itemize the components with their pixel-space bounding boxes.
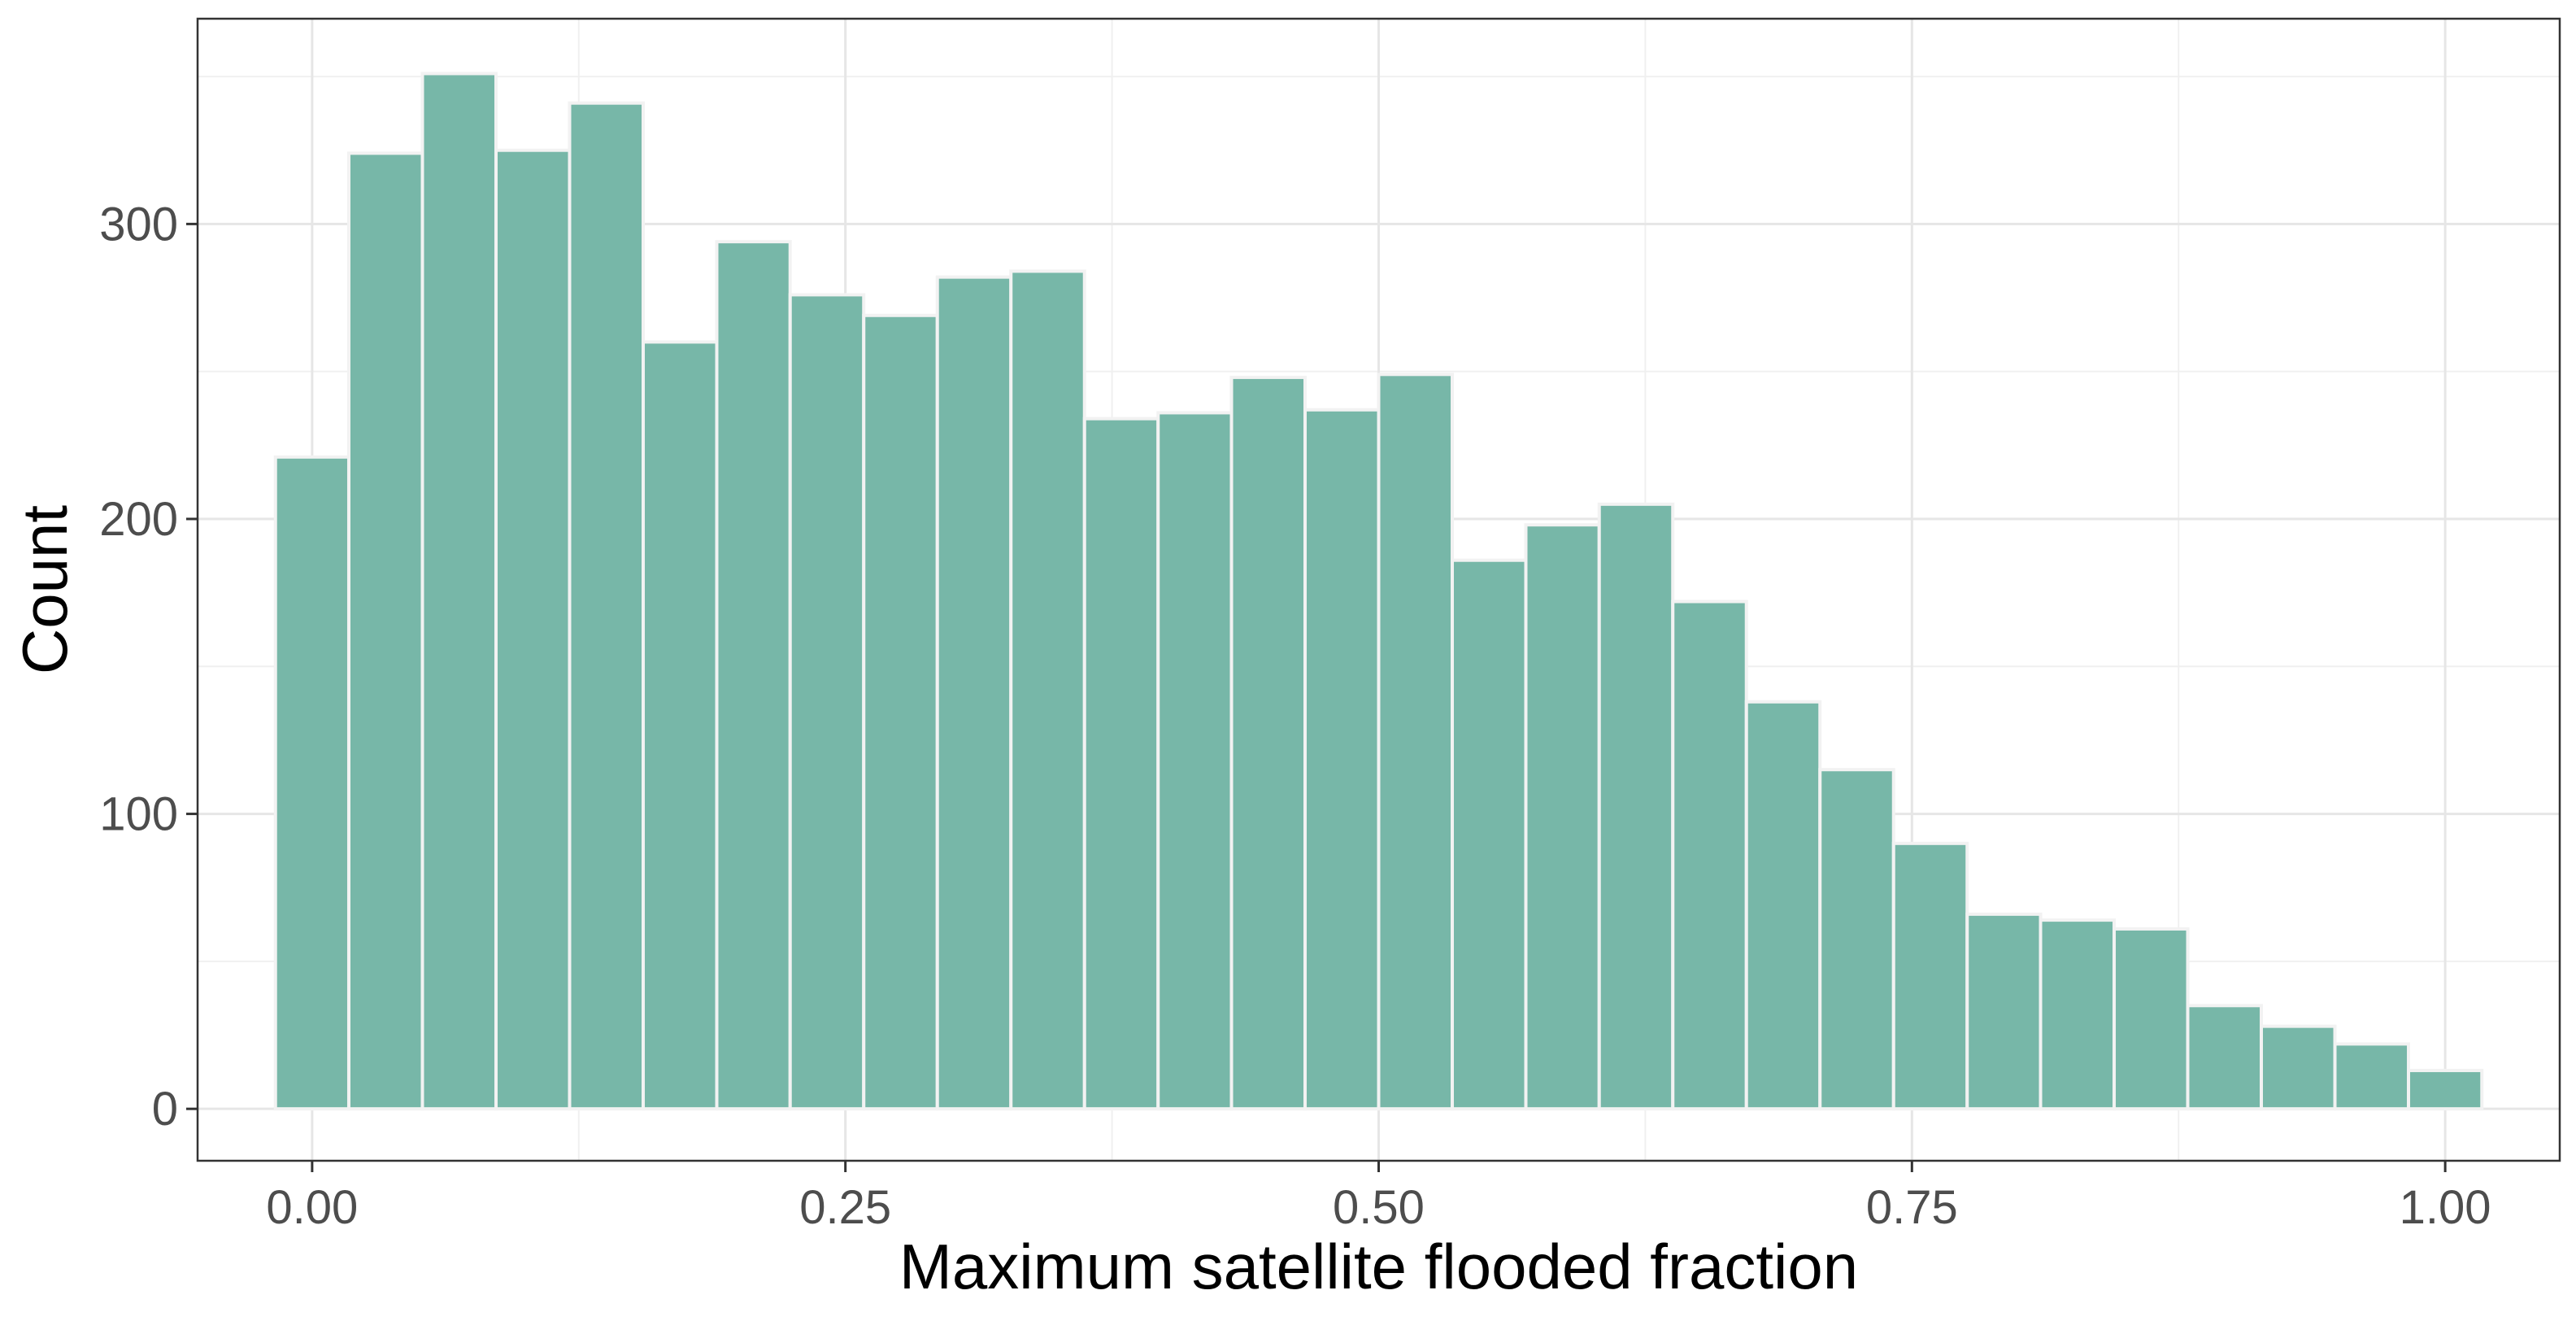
- histogram-bar: [2333, 1042, 2411, 1111]
- y-tick-label: 100: [99, 788, 178, 841]
- x-tick-label: 1.00: [2400, 1181, 2491, 1234]
- histogram-bar: [2186, 1004, 2264, 1111]
- histogram-bar: [1082, 416, 1160, 1111]
- y-tick-label: 200: [99, 493, 178, 546]
- histogram-bar: [1818, 768, 1895, 1111]
- histogram-bar: [1965, 912, 2043, 1111]
- histogram-bar: [1303, 408, 1381, 1111]
- histogram-bar: [1377, 373, 1455, 1111]
- histogram-bar: [2260, 1024, 2337, 1111]
- histogram-bar: [2039, 918, 2117, 1111]
- histogram-bar: [1229, 375, 1307, 1111]
- histogram-bar: [1744, 700, 1822, 1111]
- histogram-bar: [2113, 926, 2190, 1111]
- histogram-bar: [935, 275, 1013, 1111]
- histogram-bar: [862, 313, 939, 1111]
- x-tick-label: 0.50: [1333, 1181, 1425, 1234]
- x-tick-label: 0.00: [266, 1181, 358, 1234]
- x-axis-title: Maximum satellite flooded fraction: [899, 1231, 1858, 1302]
- histogram-bar: [1156, 411, 1234, 1111]
- histogram-bar: [1671, 599, 1748, 1111]
- histogram-bars: [273, 72, 2484, 1111]
- y-axis-title: Count: [9, 505, 80, 674]
- histogram-bar: [346, 151, 424, 1111]
- histogram-bar: [1524, 523, 1601, 1111]
- histogram-bar: [788, 293, 866, 1111]
- x-tick-label: 0.75: [1866, 1181, 1958, 1234]
- y-tick-label: 0: [152, 1083, 178, 1136]
- histogram-bar: [568, 101, 645, 1111]
- histogram-bar: [715, 240, 792, 1111]
- y-axis-ticks: 0 100 200 300: [99, 198, 198, 1136]
- x-tick-label: 0.25: [799, 1181, 891, 1234]
- histogram-bar: [2407, 1069, 2484, 1111]
- histogram-bar: [1891, 841, 1969, 1111]
- histogram-bar: [1597, 502, 1675, 1111]
- histogram-bar: [1451, 558, 1528, 1111]
- histogram-bar: [494, 148, 572, 1111]
- histogram-bar: [420, 72, 498, 1111]
- x-axis-ticks: 0.00 0.25 0.50 0.75 1.00: [266, 1161, 2491, 1234]
- y-tick-label: 300: [99, 198, 178, 251]
- histogram-bar: [641, 340, 719, 1111]
- histogram-bar: [1009, 269, 1086, 1111]
- histogram-bar: [273, 455, 350, 1111]
